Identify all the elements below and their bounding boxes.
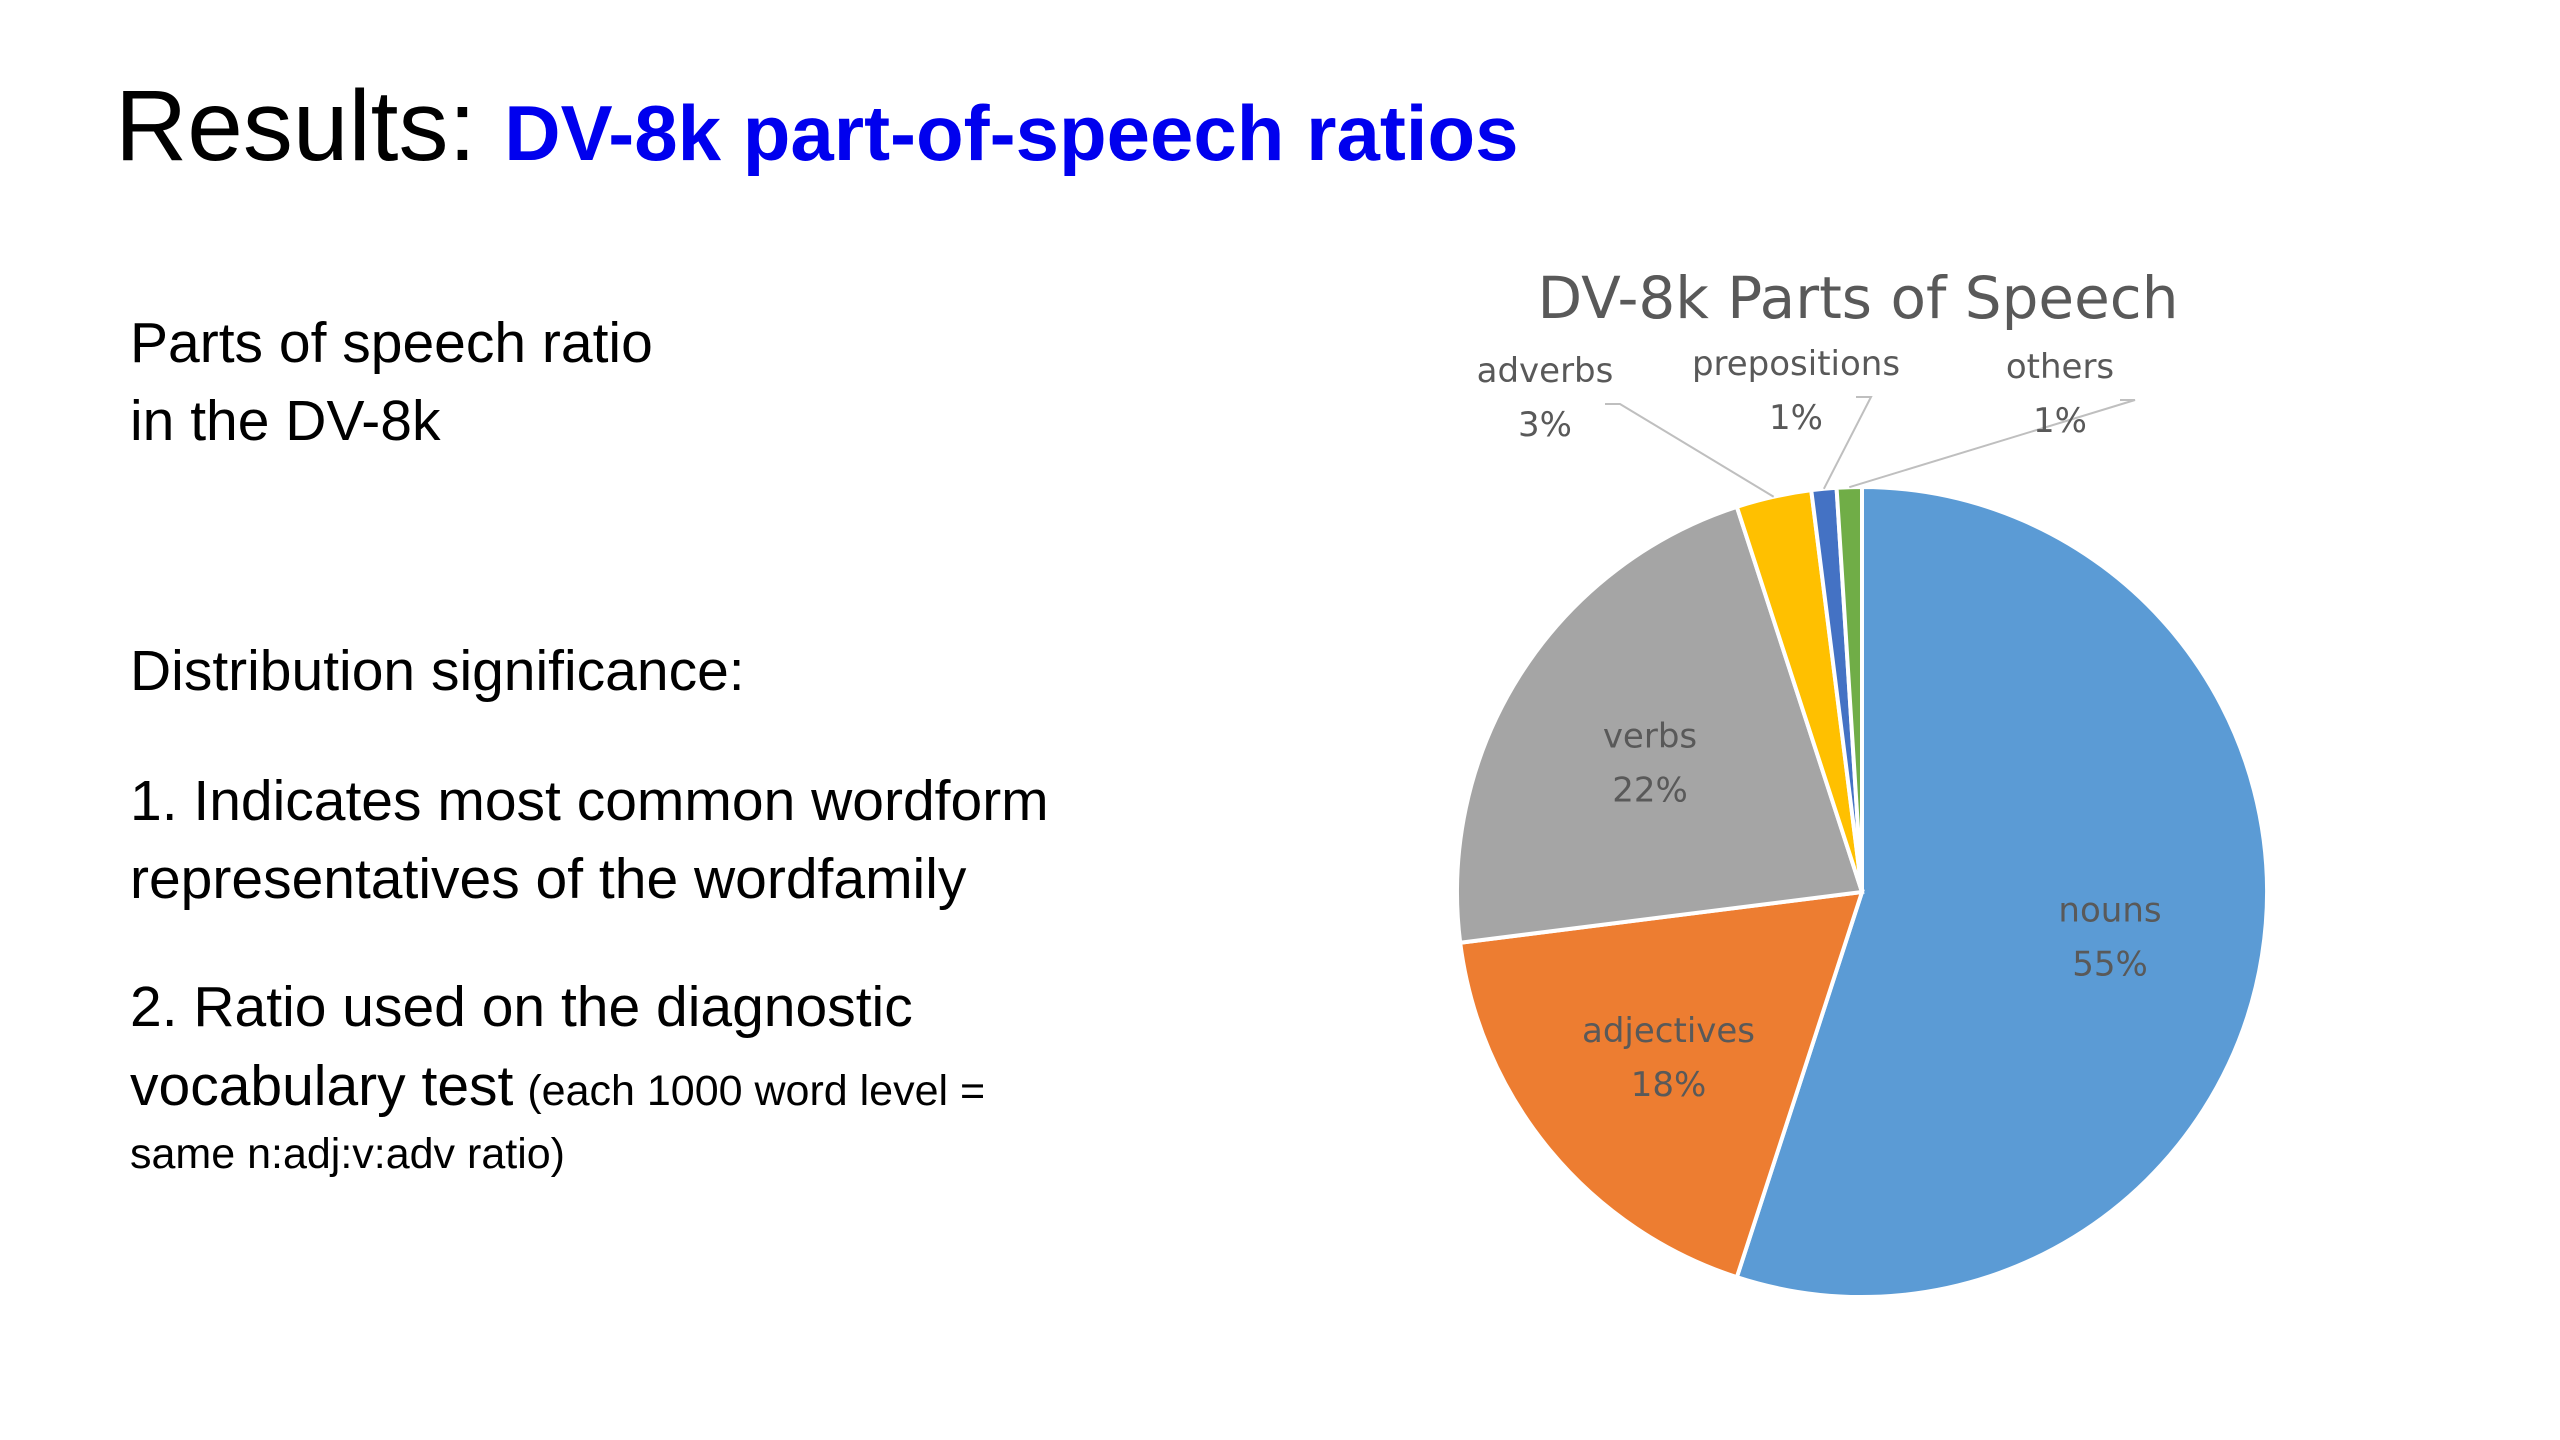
leader-line (1848, 399, 2136, 489)
pie-slice (1457, 889, 1865, 1280)
body-line: Distribution significance: (130, 639, 745, 703)
slice-value-label: 55% (2072, 944, 2148, 984)
title-prefix: Results: (115, 70, 476, 182)
slice-label: prepositions (1692, 344, 1900, 384)
slice-value-label: 1% (2033, 401, 2087, 441)
body-note: (each 1000 word level = (527, 1067, 985, 1115)
slice-label: nouns (2058, 890, 2161, 930)
body-line: in the DV-8k (130, 389, 441, 453)
slice-value-label: 1% (1769, 398, 1823, 438)
leader-line (1605, 403, 1775, 498)
slice-label: verbs (1603, 716, 1697, 756)
pie-slice (1734, 484, 2269, 1299)
body-note: same n:adj:v:adv ratio) (130, 1130, 565, 1178)
body-line: vocabulary test (each 1000 word level = (130, 1054, 985, 1118)
title-main: DV-8k part-of-speech ratios (504, 89, 1518, 177)
slice-label: adjectives (1582, 1011, 1755, 1051)
leader-line (1822, 396, 1873, 490)
slice-value-label: 18% (1631, 1065, 1707, 1105)
slide-title: Results: DV-8k part-of-speech ratios (115, 70, 1519, 182)
body-line: 2. Ratio used on the diagnostic (130, 975, 913, 1039)
chart-title: DV-8k Parts of Speech (1538, 264, 2179, 332)
body-text: vocabulary test (130, 1054, 514, 1118)
pie-slice (1454, 504, 1865, 945)
slice-label: adverbs (1477, 351, 1614, 391)
body-line: Parts of speech ratio (130, 311, 653, 375)
slice-label: others (2006, 347, 2114, 387)
body-line: 1. Indicates most common wordform (130, 769, 1049, 833)
body-line: representatives of the wordfamily (130, 847, 967, 911)
slice-value-label: 22% (1612, 770, 1688, 810)
slice-value-label: 3% (1518, 405, 1572, 445)
